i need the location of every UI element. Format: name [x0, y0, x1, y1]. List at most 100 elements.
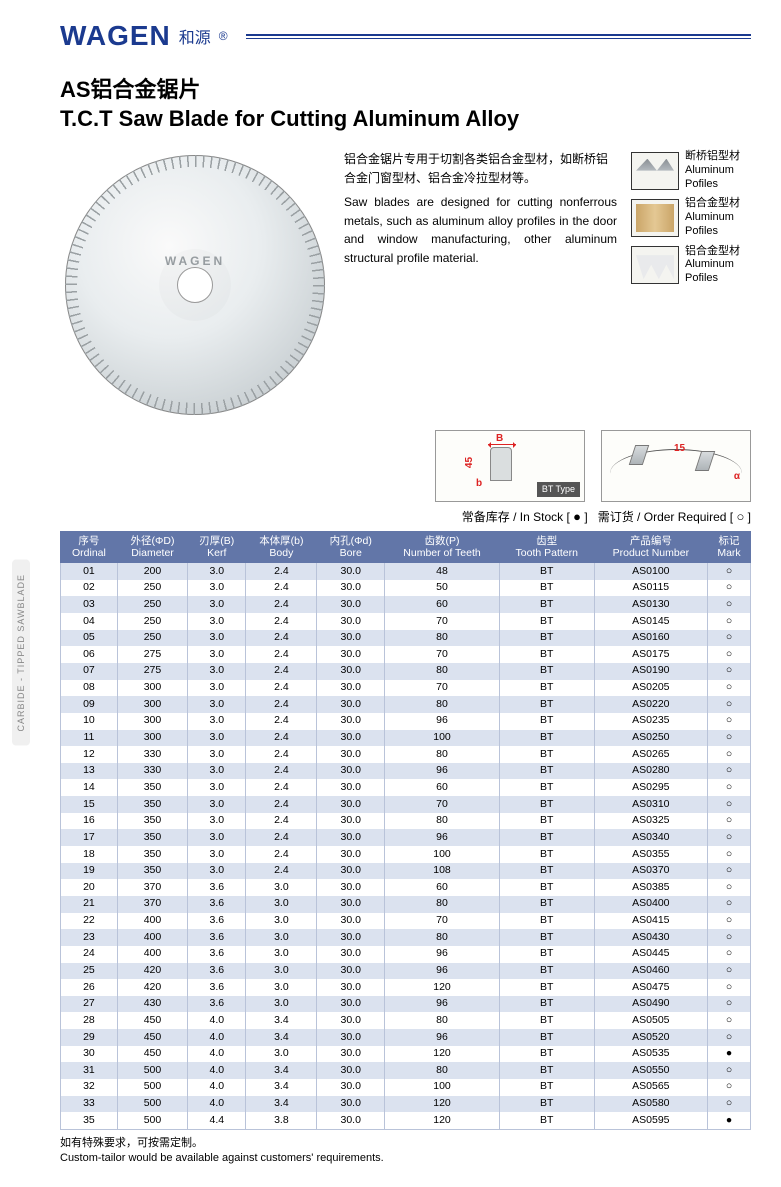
table-cell: 120: [385, 1112, 500, 1129]
table-cell: 70: [385, 613, 500, 630]
table-cell: 250: [117, 580, 187, 597]
table-cell: 80: [385, 896, 500, 913]
dim-b: b: [476, 478, 482, 489]
table-cell: 3.0: [246, 946, 317, 963]
table-row: 042503.02.430.070BTAS0145○: [61, 613, 751, 630]
table-cell: ○: [708, 596, 751, 613]
table-cell: ○: [708, 913, 751, 930]
table-cell: 11: [61, 730, 118, 747]
table-cell: 2.4: [246, 730, 317, 747]
table-cell: 60: [385, 596, 500, 613]
thumb-image: [631, 152, 679, 190]
table-cell: 31: [61, 1062, 118, 1079]
table-cell: AS0430: [594, 929, 707, 946]
table-cell: 3.0: [188, 696, 246, 713]
table-cell: BT: [499, 863, 594, 880]
table-cell: 200: [117, 563, 187, 580]
table-cell: 300: [117, 680, 187, 697]
legend-order-cn: 需订货: [598, 510, 634, 524]
table-cell: 96: [385, 763, 500, 780]
side-tab: CARBIDE - TIPPED SAWBLADE: [12, 560, 30, 746]
table-cell: 30.0: [317, 996, 385, 1013]
table-cell: 2.4: [246, 713, 317, 730]
table-cell: 3.0: [188, 713, 246, 730]
thumb-text: 断桥铝型材Aluminum Pofiles: [685, 150, 751, 191]
table-cell: AS0370: [594, 863, 707, 880]
col-header: 齿型Tooth Pattern: [499, 532, 594, 563]
table-cell: AS0595: [594, 1112, 707, 1129]
table-cell: 4.0: [188, 1029, 246, 1046]
table-cell: 3.0: [188, 846, 246, 863]
table-cell: 30: [61, 1046, 118, 1063]
table-cell: 05: [61, 630, 118, 647]
table-row: 234003.63.030.080BTAS0430○: [61, 929, 751, 946]
table-cell: ○: [708, 896, 751, 913]
table-cell: BT: [499, 1079, 594, 1096]
table-cell: 30.0: [317, 646, 385, 663]
table-cell: 3.0: [188, 863, 246, 880]
table-cell: 30.0: [317, 796, 385, 813]
table-cell: AS0490: [594, 996, 707, 1013]
table-row: 183503.02.430.0100BTAS0355○: [61, 846, 751, 863]
table-cell: 14: [61, 779, 118, 796]
table-cell: 3.6: [188, 879, 246, 896]
table-cell: BT: [499, 963, 594, 980]
table-cell: 70: [385, 646, 500, 663]
table-cell: 3.6: [188, 979, 246, 996]
mid-row: WAGEN 铝合金锯片专用于切割各类铝合金型材，如断桥铝合金门窗型材、铝合金冷拉…: [60, 150, 751, 420]
table-cell: 06: [61, 646, 118, 663]
table-cell: 15: [61, 796, 118, 813]
col-header: 内孔(Φd)Bore: [317, 532, 385, 563]
brand-reg: ®: [219, 29, 228, 43]
table-cell: 30.0: [317, 846, 385, 863]
table-row: 315004.03.430.080BTAS0550○: [61, 1062, 751, 1079]
table-cell: 17: [61, 829, 118, 846]
table-cell: BT: [499, 779, 594, 796]
table-cell: 04: [61, 613, 118, 630]
table-cell: 27: [61, 996, 118, 1013]
table-cell: 3.0: [188, 663, 246, 680]
table-cell: BT: [499, 929, 594, 946]
dim-alpha: α: [734, 471, 740, 482]
footnote-en: Custom-tailor would be available against…: [60, 1151, 751, 1166]
table-cell: AS0475: [594, 979, 707, 996]
table-header-row: 序号Ordinal外径(ΦD)Diameter刃厚(B)Kerf本体厚(b)Bo…: [61, 532, 751, 563]
table-cell: 30.0: [317, 813, 385, 830]
table-cell: AS0325: [594, 813, 707, 830]
table-body: 012003.02.430.048BTAS0100○022503.02.430.…: [61, 563, 751, 1130]
table-cell: AS0565: [594, 1079, 707, 1096]
table-row: 143503.02.430.060BTAS0295○: [61, 779, 751, 796]
table-cell: 450: [117, 1046, 187, 1063]
thumbnail: 断桥铝型材Aluminum Pofiles: [631, 150, 751, 191]
table-cell: 3.0: [188, 746, 246, 763]
table-cell: AS0460: [594, 963, 707, 980]
col-header: 外径(ΦD)Diameter: [117, 532, 187, 563]
table-cell: BT: [499, 580, 594, 597]
table-cell: 350: [117, 846, 187, 863]
table-cell: BT: [499, 1046, 594, 1063]
table-cell: 09: [61, 696, 118, 713]
table-cell: 70: [385, 913, 500, 930]
table-cell: ○: [708, 563, 751, 580]
footnote-cn: 如有特殊要求，可按需定制。: [60, 1136, 751, 1151]
table-cell: AS0220: [594, 696, 707, 713]
table-cell: 2.4: [246, 580, 317, 597]
table-cell: BT: [499, 663, 594, 680]
title-en: T.C.T Saw Blade for Cutting Aluminum All…: [60, 106, 751, 132]
tooth-shape: [490, 447, 512, 481]
table-cell: 30.0: [317, 663, 385, 680]
table-cell: 26: [61, 979, 118, 996]
table-cell: 30.0: [317, 979, 385, 996]
table-cell: 30.0: [317, 1079, 385, 1096]
table-cell: 30.0: [317, 563, 385, 580]
table-cell: 2.4: [246, 829, 317, 846]
table-cell: 18: [61, 846, 118, 863]
table-cell: 400: [117, 913, 187, 930]
table-cell: 30.0: [317, 613, 385, 630]
col-header: 本体厚(b)Body: [246, 532, 317, 563]
table-cell: 2.4: [246, 846, 317, 863]
table-cell: 96: [385, 963, 500, 980]
table-row: 062753.02.430.070BTAS0175○: [61, 646, 751, 663]
table-cell: ○: [708, 796, 751, 813]
table-cell: 30.0: [317, 929, 385, 946]
